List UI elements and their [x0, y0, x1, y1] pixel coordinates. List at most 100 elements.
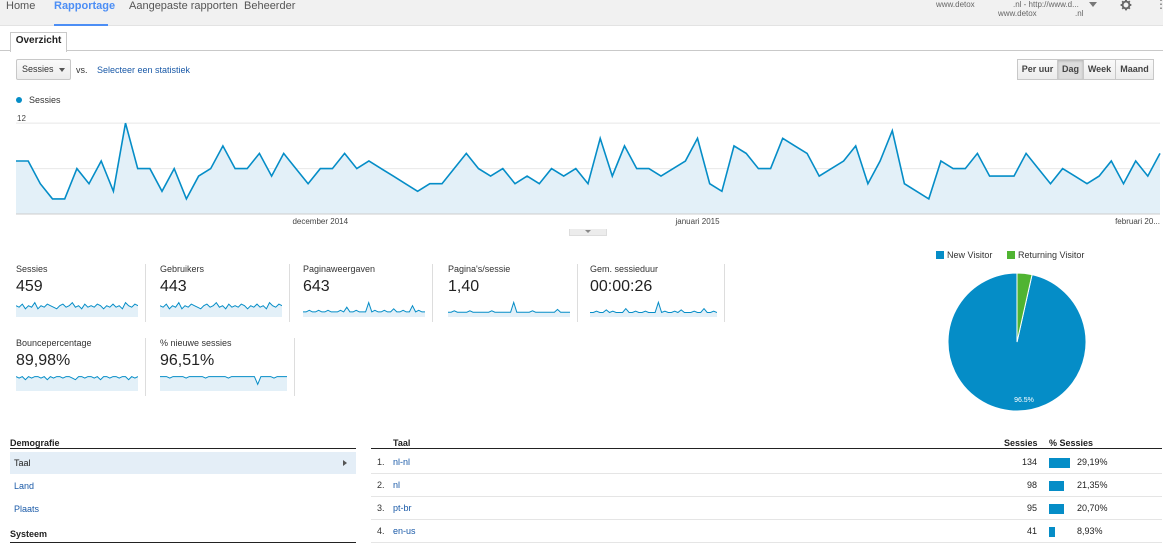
demo-item-plaats[interactable]: Plaats	[10, 498, 356, 520]
row-number: 3.	[377, 503, 385, 513]
row-pct-bar	[1049, 504, 1064, 514]
account-url-2: .nl	[1075, 9, 1084, 18]
demografie-header: Demografie	[10, 438, 356, 449]
row-sessions: 95	[1026, 503, 1037, 513]
sparkline-area	[303, 302, 425, 317]
table-row[interactable]: 3. pt-br 95 20,70%	[371, 497, 1162, 520]
period-per-uur-button[interactable]: Per uur	[1017, 59, 1058, 80]
tab-overzicht[interactable]: Overzicht	[10, 32, 67, 52]
period-maand-button[interactable]: Maand	[1115, 59, 1154, 80]
scorecard-label: Paginaweergaven	[303, 264, 376, 274]
sparkline-area	[448, 302, 570, 317]
demo-item-taal[interactable]: Taal	[10, 452, 356, 474]
sparkline-line	[160, 301, 282, 310]
legend-label-returning: Returning Visitor	[1018, 250, 1085, 260]
nav-rapportage[interactable]: Rapportage	[54, 0, 116, 12]
scorecard-label: Bouncepercentage	[16, 338, 92, 348]
sparkline-area	[16, 302, 138, 317]
x-tick-label: februari 20...	[1115, 217, 1160, 226]
scorecard[interactable]: Gem. sessieduur 00:00:26	[590, 264, 725, 322]
row-pct: 8,93%	[1077, 526, 1103, 536]
scorecard-value: 459	[16, 278, 43, 295]
scorecard-label: Sessies	[16, 264, 48, 274]
period-week-button[interactable]: Week	[1083, 59, 1116, 80]
row-pct-bar	[1049, 481, 1065, 491]
scorecard[interactable]: % nieuwe sessies 96,51%	[160, 338, 295, 396]
scorecard-label: Gebruikers	[160, 264, 205, 274]
row-sessions: 98	[1026, 480, 1037, 490]
scorecard-sparkline	[303, 301, 425, 317]
select-statistic-link[interactable]: Selecteer een statistiek	[97, 65, 191, 75]
chart-collapse-handle[interactable]	[569, 229, 607, 236]
table-row[interactable]: 4. en-us 41 8,93%	[371, 520, 1162, 543]
row-pct: 29,19%	[1077, 457, 1108, 467]
vs-label: vs.	[76, 65, 88, 75]
sparkline-line	[16, 375, 138, 381]
scorecard[interactable]: Bouncepercentage 89,98%	[16, 338, 146, 396]
sparkline-area	[590, 302, 717, 317]
top-navigation: Home Rapportage Aangepaste rapporten Beh…	[0, 0, 1163, 26]
sparkline-area	[160, 302, 282, 317]
visitor-pie-chart[interactable]: 96.5%	[946, 271, 1088, 413]
period-dag-button[interactable]: Dag	[1057, 59, 1084, 80]
nav-active-indicator	[54, 24, 108, 26]
sparkline-line	[590, 300, 717, 314]
x-tick-label: januari 2015	[675, 217, 721, 226]
gear-icon[interactable]	[1119, 0, 1133, 12]
row-sessions: 41	[1026, 526, 1037, 536]
series-legend-label: Sessies	[29, 95, 61, 105]
scorecard-sparkline	[160, 376, 287, 391]
row-language-link[interactable]: en-us	[393, 526, 416, 536]
legend-label-new: New Visitor	[947, 250, 993, 260]
demo-item-land[interactable]: Land	[10, 475, 356, 497]
pie-legend-returning: Returning Visitor	[1007, 250, 1084, 260]
nav-aangepaste-rapporten[interactable]: Aangepaste rapporten	[129, 0, 238, 12]
sparkline-area	[160, 376, 287, 391]
metric-dropdown[interactable]: Sessies	[16, 59, 71, 80]
column-header-sessies[interactable]: Sessies	[1004, 438, 1038, 448]
chevron-right-icon	[343, 460, 347, 466]
row-number: 4.	[377, 526, 385, 536]
chevron-down-icon[interactable]	[1089, 2, 1097, 7]
period-selector: Per uur Dag Week Maand	[1017, 59, 1154, 80]
scorecard[interactable]: Pagina's/sessie 1,40	[448, 264, 578, 322]
row-language-link[interactable]: nl-nl	[393, 457, 411, 467]
nav-home[interactable]: Home	[6, 0, 36, 12]
scorecard-value: 89,98%	[16, 352, 71, 369]
column-header-taal: Taal	[393, 438, 411, 448]
systeem-header: Systeem	[10, 529, 356, 543]
chevron-down-icon	[59, 68, 65, 72]
scorecard-value: 00:00:26	[590, 278, 653, 295]
legend-swatch-new	[936, 251, 944, 259]
table-row[interactable]: 1. nl-nl 134 29,19%	[371, 451, 1162, 474]
taal-table-header: Taal Sessies % Sessies	[371, 438, 1162, 449]
scorecard-sparkline	[448, 300, 570, 317]
row-number: 2.	[377, 480, 385, 490]
account-name-2: www.detox	[998, 9, 1037, 18]
more-options-icon[interactable]: ⋮	[1155, 0, 1163, 11]
column-header-pct-sessies[interactable]: % Sessies	[1049, 438, 1094, 448]
scorecard[interactable]: Gebruikers 443	[160, 264, 290, 322]
row-pct-bar	[1049, 527, 1056, 537]
pie-legend-new: New Visitor	[936, 250, 992, 260]
row-pct-bar	[1049, 458, 1070, 468]
scorecard-sparkline	[16, 375, 138, 391]
row-sessions: 134	[1021, 457, 1037, 467]
row-language-link[interactable]: pt-br	[393, 503, 412, 513]
sparkline-line	[16, 301, 138, 310]
pie-slice-returning-visitor	[1016, 272, 1033, 343]
row-pct: 20,70%	[1077, 503, 1108, 513]
account-url-1: .nl - http://www.d...	[1013, 0, 1079, 9]
scorecard-value: 1,40	[448, 278, 480, 295]
scorecard-label: Pagina's/sessie	[448, 264, 511, 274]
scorecard[interactable]: Paginaweergaven 643	[303, 264, 433, 322]
nav-beheerder[interactable]: Beheerder	[244, 0, 296, 12]
scorecard[interactable]: Sessies 459	[16, 264, 146, 322]
table-row[interactable]: 2. nl 98 21,35%	[371, 474, 1162, 497]
row-language-link[interactable]: nl	[393, 480, 401, 490]
scorecard-sparkline	[160, 301, 282, 317]
metric-dropdown-label: Sessies	[22, 64, 54, 74]
legend-swatch-returning	[1007, 251, 1015, 259]
scorecard-value: 643	[303, 278, 330, 295]
